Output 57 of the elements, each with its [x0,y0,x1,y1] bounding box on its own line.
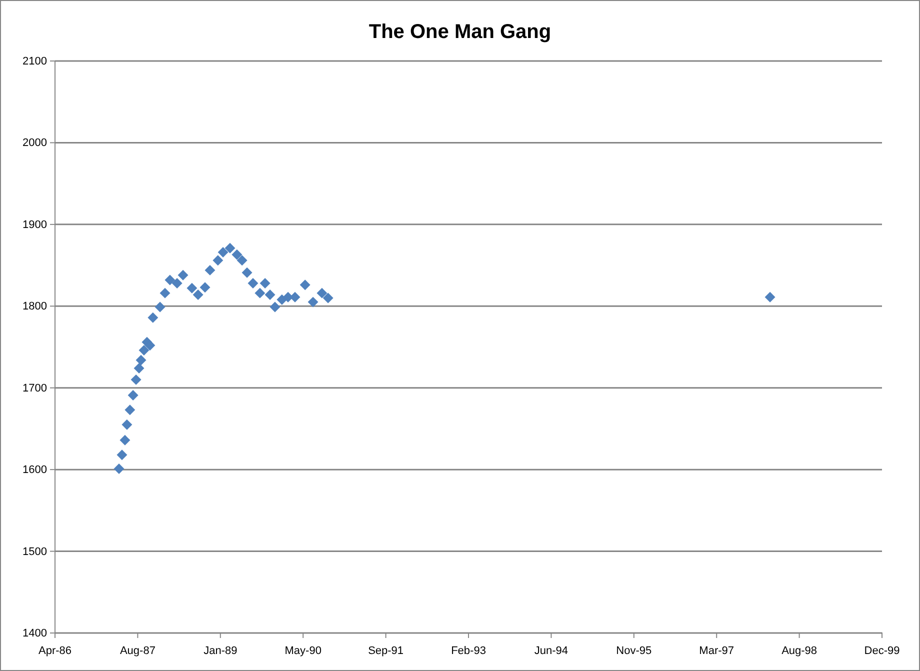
point [322,292,334,304]
point [264,289,276,300]
y-tick-label: 1500 [22,546,47,558]
point [254,288,266,298]
x-tick-label: Dec-99 [864,645,900,658]
x-tick-label: Apr-86 [38,645,72,658]
point [270,302,280,312]
point [242,267,252,278]
point [224,242,236,254]
point [316,288,328,298]
point [134,363,144,374]
point [138,345,150,356]
point [300,280,310,290]
x-tick-label: Jan-89 [204,645,238,658]
point [144,340,156,351]
point [212,255,224,266]
y-tick-label: 1400 [22,628,47,640]
point [116,450,128,460]
x-tick-label: Feb-93 [451,645,486,658]
point [236,255,248,266]
y-tick-label: 2000 [22,137,47,150]
point [154,302,166,312]
y-tick-label: 1900 [22,218,47,231]
y-tick-label: 1800 [22,300,47,313]
x-tick-label: Sep-91 [368,645,404,658]
point [160,288,170,298]
point [260,278,270,289]
y-tick-label: 1700 [22,382,47,394]
x-tick-label: May-90 [284,645,322,658]
point [178,270,188,280]
point [130,374,142,385]
point [128,390,138,400]
point [218,246,228,258]
y-tick-label: 2100 [22,56,47,68]
point [122,419,132,430]
point [114,464,124,474]
point [764,292,776,302]
point [232,249,242,260]
point [308,296,318,308]
chart-title: The One Man Gang [368,21,552,43]
point [172,278,182,289]
point [148,312,158,323]
point [204,264,216,276]
x-tick-label: Aug-98 [782,645,818,658]
point [248,278,258,289]
x-tick-label: Nov-95 [616,645,652,658]
point [164,274,176,286]
point [192,289,204,300]
point [120,434,130,446]
point [124,404,136,416]
x-tick-label: Jun-94 [534,645,568,658]
point [186,282,198,294]
y-tick-label: 1600 [22,464,47,476]
x-tick-label: Aug-87 [120,645,156,658]
x-tick-label: Mar-97 [699,645,734,658]
point [200,282,210,293]
point [136,354,146,366]
